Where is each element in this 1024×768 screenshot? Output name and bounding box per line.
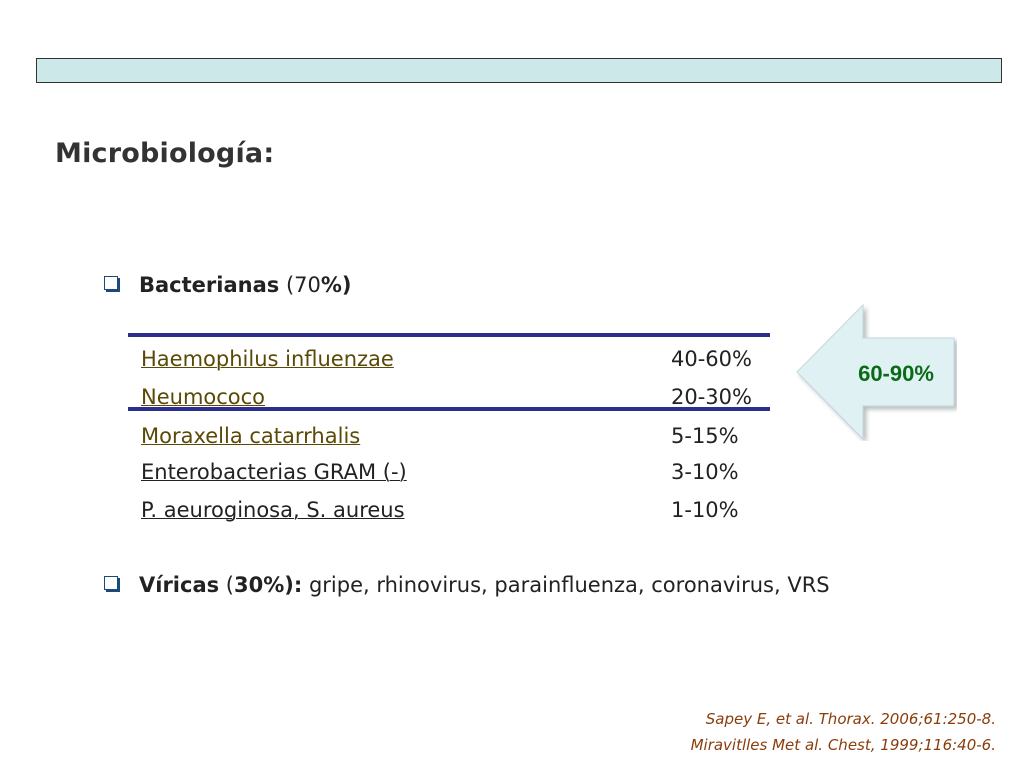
bacteria-pct-close: %) <box>320 273 352 297</box>
organism-name: Neumococo <box>141 385 266 409</box>
organism-name: Enterobacterias GRAM (-) <box>141 460 407 484</box>
header-bar <box>36 58 1002 83</box>
checkbox-bullet-icon <box>104 276 121 293</box>
viral-bullet: Víricas (30%): gripe, rhinovirus, parain… <box>104 573 830 597</box>
organism-name: P. aeuroginosa, S. aureus <box>141 498 405 522</box>
bracket-rule-bottom <box>128 407 770 411</box>
reference-2: Miravitlles Met al. Chest, 1999;116:40-6… <box>690 736 996 754</box>
organism-pct: 20-30% <box>671 385 752 409</box>
bacteria-label: Bacterianas <box>139 273 280 297</box>
viral-label: Víricas <box>139 573 220 597</box>
reference-1: Sapey E, et al. Thorax. 2006;61:250-8. <box>705 710 996 728</box>
bacteria-bullet: Bacterianas (70%) <box>104 273 352 297</box>
organism-pct: 40-60% <box>671 347 752 371</box>
viral-pct-open: ( <box>219 573 234 597</box>
viral-list: gripe, rhinovirus, parainfluenza, corona… <box>302 573 830 597</box>
slide-title: Microbiología: <box>55 138 275 169</box>
bracket-rule-top <box>128 333 770 337</box>
arrow-label: 60-90% <box>858 361 934 386</box>
viral-pct-bold: 30%): <box>234 573 303 597</box>
organism-pct: 3-10% <box>671 460 739 484</box>
left-arrow-icon <box>795 303 957 441</box>
organism-pct: 1-10% <box>671 498 739 522</box>
organism-name: Haemophilus influenzae <box>141 347 394 371</box>
checkbox-bullet-icon <box>104 576 121 593</box>
organism-name: Moraxella catarrhalis <box>141 424 361 448</box>
bacteria-pct-open: (70 <box>279 273 321 297</box>
organism-pct: 5-15% <box>671 424 739 448</box>
